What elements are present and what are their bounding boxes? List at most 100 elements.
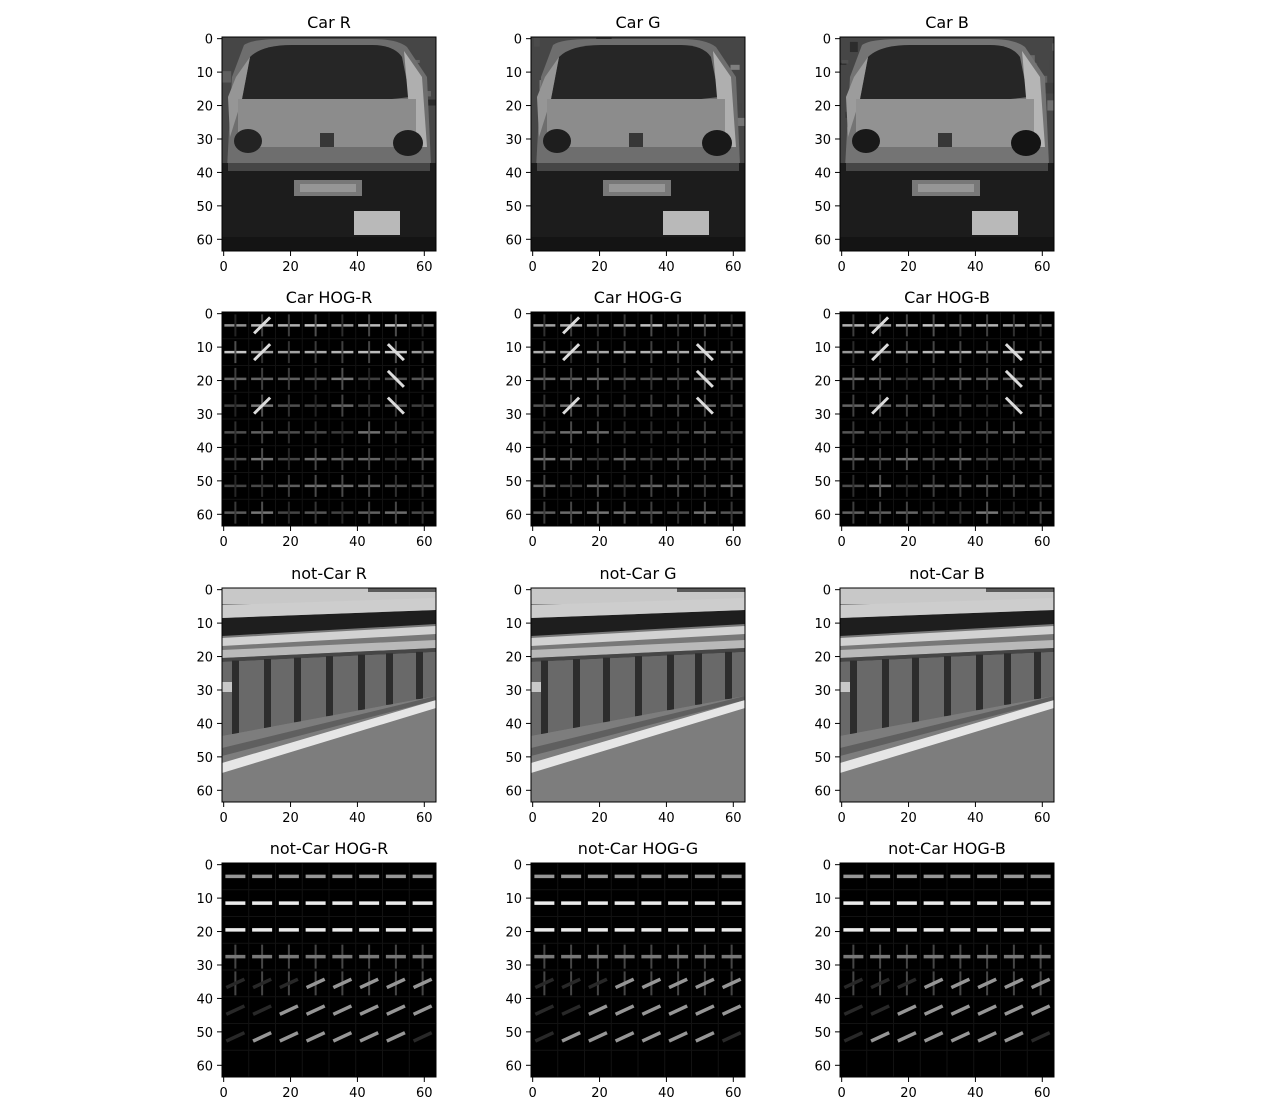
panel-title: Car HOG-G <box>594 288 682 307</box>
y-tick-label: 50 <box>196 751 213 766</box>
x-tick-label: 60 <box>725 260 742 275</box>
y-tick-label: 30 <box>196 684 213 699</box>
axes-frame <box>530 36 746 252</box>
x-tick-label: 0 <box>838 535 846 550</box>
y-tick-label: 20 <box>505 651 522 666</box>
x-tick-label: 60 <box>725 535 742 550</box>
x-tick-label: 40 <box>658 1086 675 1101</box>
y-tick-label: 20 <box>814 375 831 390</box>
y-tick-label: 0 <box>514 584 522 599</box>
panel-title: not-Car HOG-B <box>888 839 1006 858</box>
y-tick-label: 0 <box>514 308 522 323</box>
y-tick-label: 0 <box>823 33 831 48</box>
x-tick-label: 0 <box>838 1086 846 1101</box>
x-tick-label: 60 <box>1034 535 1051 550</box>
y-tick-label: 40 <box>196 166 213 181</box>
x-tick-label: 20 <box>900 811 917 826</box>
y-tick-label: 30 <box>505 408 522 423</box>
panel-title: not-Car B <box>909 564 985 583</box>
panel-not-car-hog-r: not-Car HOG-R 0 20 40 60 0 10 20 30 40 50 60 <box>196 839 437 1101</box>
panel-image <box>840 37 1054 251</box>
x-tick-label: 40 <box>349 535 366 550</box>
panel-image <box>840 863 1054 1077</box>
y-tick-label: 60 <box>196 508 213 523</box>
x-tick-label: 0 <box>220 1086 228 1101</box>
panel-title: not-Car R <box>291 564 367 583</box>
y-tick-label: 0 <box>514 33 522 48</box>
x-tick-label: 40 <box>658 811 675 826</box>
axes-frame <box>839 587 1055 803</box>
axes-frame <box>530 862 746 1078</box>
y-tick-label: 30 <box>814 133 831 148</box>
axes-frame <box>221 587 437 803</box>
y-tick-label: 40 <box>196 441 213 456</box>
y-tick-label: 30 <box>814 684 831 699</box>
x-tick-label: 40 <box>967 535 984 550</box>
panel-title: not-Car G <box>599 564 676 583</box>
x-tick-label: 20 <box>591 1086 608 1101</box>
x-tick-label: 0 <box>838 260 846 275</box>
panel-car-b: Car B 0 20 40 60 0 10 20 30 40 50 60 <box>814 13 1055 275</box>
panel-title: Car B <box>925 13 969 32</box>
axes-frame <box>839 36 1055 252</box>
panel-title: not-Car HOG-G <box>578 839 698 858</box>
y-tick-label: 10 <box>814 892 831 907</box>
x-tick-label: 60 <box>1034 260 1051 275</box>
y-tick-label: 60 <box>814 784 831 799</box>
y-tick-label: 50 <box>505 751 522 766</box>
x-tick-label: 20 <box>282 535 299 550</box>
panel-image <box>222 37 436 251</box>
panel-image <box>222 863 436 1077</box>
y-tick-label: 0 <box>205 308 213 323</box>
x-tick-label: 40 <box>967 811 984 826</box>
y-tick-label: 0 <box>205 584 213 599</box>
y-tick-label: 40 <box>196 717 213 732</box>
panel-title: not-Car HOG-R <box>270 839 389 858</box>
x-tick-label: 60 <box>416 535 433 550</box>
axes-frame <box>221 862 437 1078</box>
y-tick-label: 0 <box>205 859 213 874</box>
x-tick-label: 40 <box>349 811 366 826</box>
panel-image <box>222 588 436 802</box>
y-tick-label: 0 <box>205 33 213 48</box>
x-tick-label: 0 <box>529 535 537 550</box>
y-tick-label: 50 <box>814 200 831 215</box>
y-tick-label: 50 <box>196 475 213 490</box>
panel-image <box>222 312 436 526</box>
y-tick-label: 0 <box>823 859 831 874</box>
y-tick-label: 50 <box>814 475 831 490</box>
y-tick-label: 10 <box>505 66 522 81</box>
y-tick-label: 40 <box>814 166 831 181</box>
y-tick-label: 20 <box>196 100 213 115</box>
y-tick-label: 10 <box>196 892 213 907</box>
y-tick-label: 20 <box>814 100 831 115</box>
y-tick-label: 60 <box>814 233 831 248</box>
panel-image <box>531 588 745 802</box>
x-tick-label: 60 <box>725 811 742 826</box>
y-tick-label: 40 <box>505 441 522 456</box>
panel-not-car-r: not-Car R 0 20 40 60 0 10 20 30 40 50 60 <box>196 564 437 826</box>
panel-car-hog-b: Car HOG-B 0 20 40 60 0 10 20 30 40 50 60 <box>814 288 1055 550</box>
y-tick-label: 60 <box>505 784 522 799</box>
y-tick-label: 50 <box>505 200 522 215</box>
panel-title: Car R <box>307 13 351 32</box>
y-tick-label: 60 <box>814 1059 831 1074</box>
panel-title: Car G <box>615 13 660 32</box>
x-tick-label: 60 <box>416 260 433 275</box>
axes-frame <box>221 36 437 252</box>
x-tick-label: 40 <box>349 1086 366 1101</box>
y-tick-label: 60 <box>196 784 213 799</box>
x-tick-label: 60 <box>416 811 433 826</box>
panel-image <box>531 37 745 251</box>
y-tick-label: 10 <box>196 617 213 632</box>
x-tick-label: 40 <box>658 260 675 275</box>
y-tick-label: 10 <box>814 341 831 356</box>
y-tick-label: 30 <box>196 959 213 974</box>
y-tick-label: 30 <box>196 408 213 423</box>
x-tick-label: 40 <box>658 535 675 550</box>
y-tick-label: 0 <box>823 584 831 599</box>
panel-title: Car HOG-R <box>286 288 373 307</box>
y-tick-label: 40 <box>505 992 522 1007</box>
y-tick-label: 60 <box>196 1059 213 1074</box>
panel-not-car-b: not-Car B 0 20 40 60 0 10 20 30 40 50 60 <box>814 564 1055 826</box>
